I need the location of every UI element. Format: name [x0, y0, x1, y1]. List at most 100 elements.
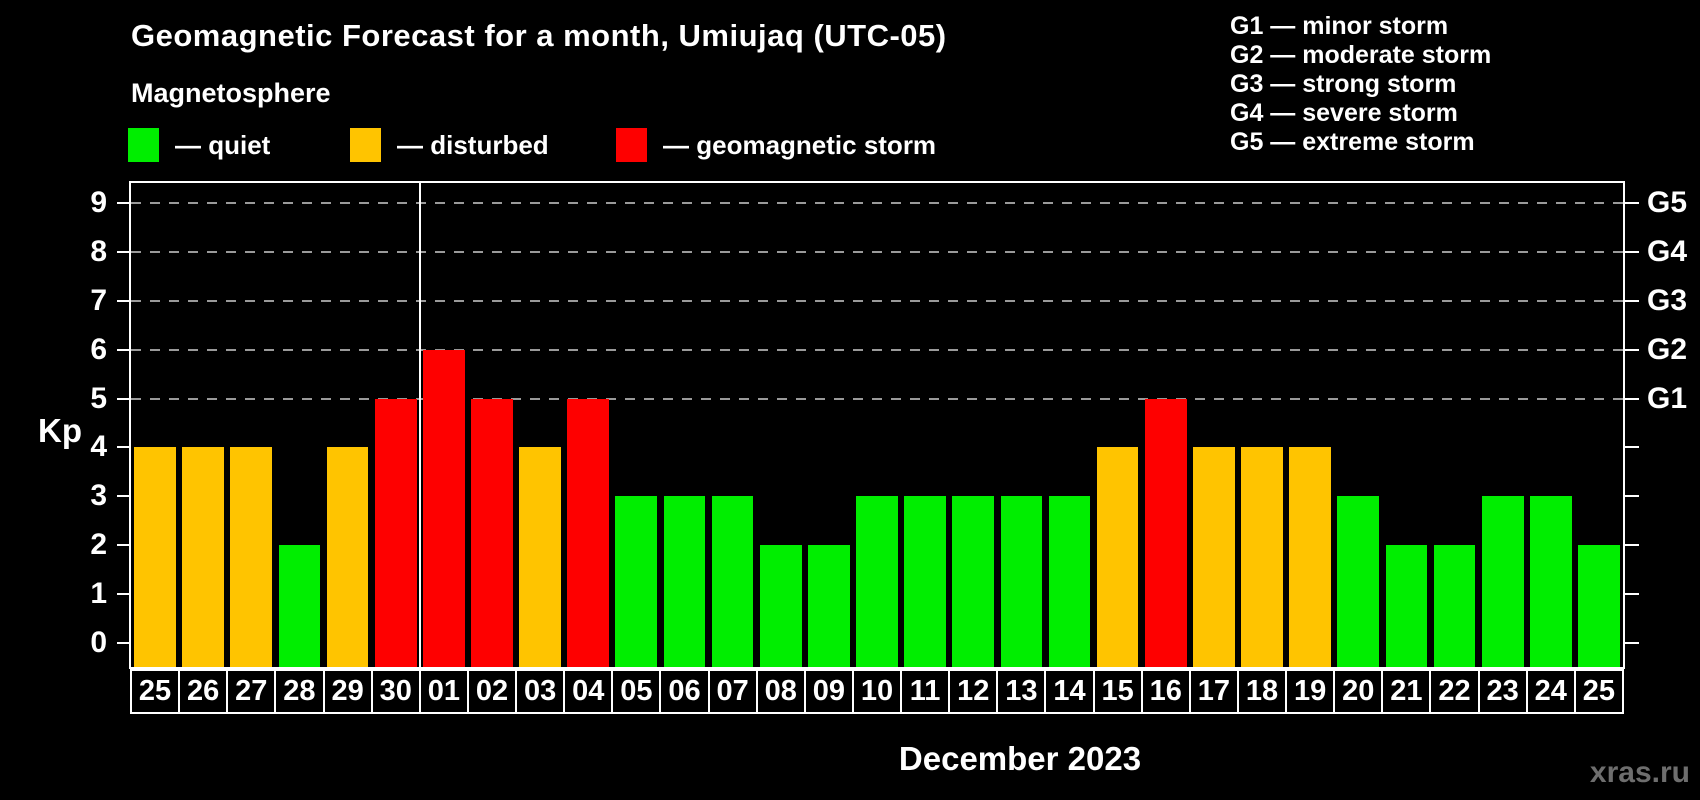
day-label-box-23: 23 [1477, 669, 1528, 714]
legend-label: — quiet [175, 129, 271, 160]
chart-bar-06 [663, 496, 706, 667]
kp-tick-label-1: 1 [90, 577, 107, 611]
kp-tick-6 [117, 348, 131, 351]
month-axis-title: December 2023 [898, 740, 1142, 777]
kp-tick-label-3: 3 [90, 479, 107, 513]
kp-tick-2 [117, 544, 131, 547]
kp-tick-label-0: 0 [90, 626, 107, 659]
g-axis-label-G4: G4 [1647, 234, 1688, 268]
day-label-box-13: 13 [996, 669, 1047, 714]
day-label-box-06: 06 [659, 669, 710, 714]
gridline-kp-6 [131, 348, 1623, 351]
chart-bar-02 [471, 398, 513, 667]
day-label-box-25: 25 [1573, 669, 1624, 714]
storm-scale-legend: G1 — minor storm G2 — moderate storm G3 — … [1230, 12, 1491, 157]
day-label-box-09: 09 [803, 669, 854, 714]
chart-bar-15 [1096, 447, 1139, 667]
chart-bar-08 [759, 545, 802, 667]
g-axis-label-G5: G5 [1647, 185, 1688, 219]
day-label-box-15: 15 [1092, 669, 1143, 714]
chart-bar-03 [519, 447, 561, 667]
chart-bar-04 [567, 398, 610, 667]
g-axis-label-G3: G3 [1647, 283, 1688, 317]
month-boundary-line [418, 183, 421, 667]
chart-bar-14 [1048, 496, 1091, 667]
day-label-box-05: 05 [611, 669, 662, 714]
legend-swatch-disturbed-icon [350, 128, 381, 162]
day-label-box-22: 22 [1429, 669, 1480, 714]
legend-label: — geomagnetic storm [663, 129, 937, 160]
day-label-box-24: 24 [1525, 669, 1576, 714]
legend-item-quiet: — quiet [128, 128, 270, 162]
chart-bar-25 [1578, 545, 1620, 667]
storm-scale-line: G3 — strong storm [1230, 70, 1457, 98]
kp-tick-4 [117, 446, 131, 449]
chart-bar-28 [278, 545, 321, 667]
g-axis-tick-2 [1625, 544, 1639, 547]
day-label-box-19: 19 [1285, 669, 1336, 714]
g-axis-tick-7 [1625, 299, 1639, 302]
chart-bar-27 [230, 447, 273, 667]
chart-bar-07 [711, 496, 754, 667]
g-axis-tick-3 [1625, 495, 1639, 498]
g-axis-tick-5 [1625, 397, 1639, 400]
kp-bar-chart-plot-area [129, 181, 1625, 669]
legend-item-storm: — geomagnetic storm [616, 128, 936, 162]
chart-bar-19 [1289, 447, 1331, 667]
legend-swatch-quiet-icon [128, 128, 159, 162]
day-label-box-17: 17 [1188, 669, 1239, 714]
day-label-box-01: 01 [418, 669, 469, 714]
day-label-box-02: 02 [466, 669, 518, 714]
kp-tick-1 [117, 593, 131, 596]
kp-tick-9 [117, 201, 131, 204]
chart-bar-25 [134, 447, 176, 667]
kp-tick-label-7: 7 [90, 283, 107, 317]
chart-bar-29 [326, 447, 369, 667]
chart-bar-23 [1481, 496, 1524, 667]
kp-tick-0 [117, 642, 131, 644]
day-label-box-20: 20 [1333, 669, 1384, 714]
gridline-kp-5 [131, 397, 1623, 400]
kp-tick-7 [117, 299, 131, 302]
chart-bar-24 [1529, 496, 1572, 667]
kp-tick-label-6: 6 [90, 332, 107, 366]
day-label-box-18: 18 [1236, 669, 1288, 714]
day-label-box-25: 25 [130, 669, 181, 714]
g-axis-tick-1 [1625, 593, 1639, 596]
kp-tick-label-2: 2 [90, 528, 107, 562]
chart-bar-01 [422, 349, 465, 667]
day-label-box-30: 30 [370, 669, 421, 714]
g-axis-tick-4 [1625, 446, 1639, 449]
chart-bar-18 [1241, 447, 1283, 667]
g-axis-tick-8 [1625, 250, 1639, 253]
kp-tick-8 [117, 250, 131, 253]
page-title: Geomagnetic Forecast for a month, Umiuja… [131, 18, 947, 53]
day-label-box-08: 08 [755, 669, 806, 714]
day-label-box-07: 07 [707, 669, 758, 714]
legend-swatch-storm-icon [616, 128, 647, 162]
g-axis-tick-6 [1625, 348, 1639, 351]
g-axis-label-G2: G2 [1647, 332, 1688, 366]
day-label-box-04: 04 [563, 669, 614, 714]
day-label-box-21: 21 [1381, 669, 1432, 714]
kp-tick-label-5: 5 [90, 381, 107, 415]
magnetosphere-subtitle: Magnetosphere [131, 78, 331, 108]
chart-bar-11 [904, 496, 946, 667]
chart-bar-26 [182, 447, 225, 667]
storm-scale-line: G1 — minor storm [1230, 12, 1449, 40]
kp-tick-3 [117, 495, 131, 498]
day-label-box-26: 26 [178, 669, 229, 714]
chart-bar-17 [1193, 447, 1235, 667]
kp-tick-label-8: 8 [90, 234, 107, 268]
kp-axis-title: Kp [38, 412, 82, 449]
day-label-box-12: 12 [948, 669, 999, 714]
chart-bar-30 [374, 398, 417, 667]
kp-tick-5 [117, 397, 131, 400]
watermark-xras: xras.ru [1589, 756, 1690, 789]
day-label-box-11: 11 [900, 669, 951, 714]
chart-bar-05 [615, 496, 658, 667]
kp-tick-label-4: 4 [90, 430, 107, 464]
day-label-box-10: 10 [851, 669, 903, 714]
storm-scale-line: G2 — moderate storm [1230, 41, 1492, 69]
